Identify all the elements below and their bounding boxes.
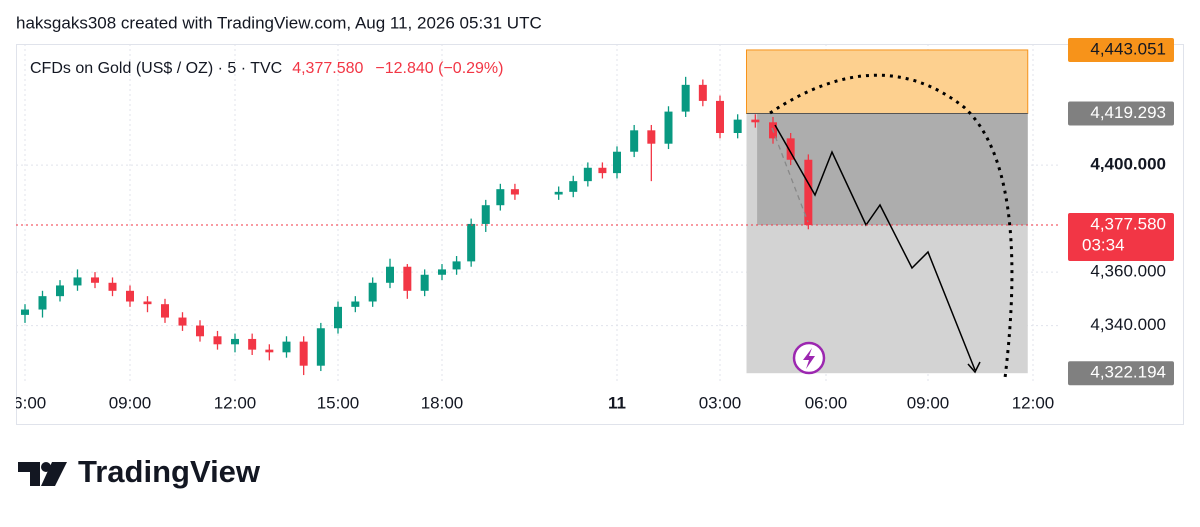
price-tag-label: 4,419.293 (1090, 103, 1166, 122)
candle-body (452, 261, 461, 270)
x-tick-label: 09:00 (109, 393, 152, 412)
drawings (769, 73, 1014, 379)
candle-body (91, 277, 99, 283)
candle-body (716, 100, 724, 133)
candle-body (248, 338, 257, 350)
x-tick-label: 15:00 (317, 393, 360, 412)
candle-body (664, 111, 673, 144)
candle-body (231, 338, 239, 345)
x-tick-label: 12:00 (214, 393, 257, 412)
candle-body (299, 341, 308, 366)
candle-body (698, 84, 707, 101)
logo-part (41, 462, 51, 472)
candle-body (496, 189, 505, 206)
candle-body (265, 349, 274, 353)
x-tick-label: 09:00 (907, 393, 950, 412)
legend: CFDs on Gold (US$ / OZ) · 5 · TVC 4,377.… (30, 60, 503, 77)
candle-body (804, 159, 813, 226)
x-axis: 06:00 09:00 12:00 15:00 18:00 11 03:00 06:00 09:… (4, 393, 1055, 412)
price-tag (1068, 213, 1174, 262)
logo-part (18, 462, 40, 486)
x-tick-label: 06:00 (4, 393, 47, 412)
candle-body (630, 130, 639, 152)
price-tag (1068, 101, 1174, 126)
y-tick-label: 4,400.000 (1090, 155, 1166, 174)
projection-path (774, 124, 976, 371)
candle-body (213, 336, 222, 345)
footer: TradingView (18, 454, 261, 489)
candle-body (733, 119, 742, 133)
candle-body (351, 301, 360, 307)
x-tick-label: 11 (608, 393, 626, 412)
candle-body (420, 274, 429, 291)
candle-body (178, 317, 187, 326)
x-tick-label: 03:00 (699, 393, 742, 412)
legend-change: −12.840 (−0.29%) (375, 60, 503, 77)
price-tag-label: 4,377.580 (1090, 215, 1166, 234)
candle-body (368, 282, 377, 302)
candle-body (126, 290, 134, 302)
candle-body (334, 306, 342, 329)
candle-body (583, 167, 592, 182)
candle-body (554, 191, 563, 195)
candle-body (403, 266, 412, 291)
logo-part (41, 462, 67, 486)
x-tick-label: 12:00 (1012, 393, 1055, 412)
candle-body (598, 167, 607, 174)
candle-body (73, 277, 82, 286)
brand: TradingView (78, 454, 261, 489)
candle-body (751, 119, 760, 123)
target-zone (746, 49, 1029, 114)
legend-price: 4,377.580 (292, 60, 363, 77)
candle-body (143, 301, 152, 305)
countdown: 03:34 (1082, 236, 1125, 255)
x-tick-label: 06:00 (805, 393, 848, 412)
candle-body (56, 285, 64, 297)
candle-body (569, 181, 578, 192)
candle-body (21, 309, 29, 315)
candle-body (786, 138, 795, 160)
price-tag-label: 4,322.194 (1090, 363, 1166, 382)
candle-body (38, 296, 47, 310)
y-tick-label: 4,360.000 (1090, 262, 1166, 281)
price-tag-label: 4,443.051 (1090, 39, 1166, 58)
frame (16, 44, 1184, 425)
candle-body (196, 325, 204, 337)
y-tick-label: 4,340.000 (1090, 315, 1166, 334)
header: haksgaks308 created with TradingView.com… (16, 13, 542, 32)
x-tick-label: 18:00 (421, 393, 464, 412)
candle-body (510, 189, 519, 195)
dashed-path (771, 127, 809, 223)
candle-body (613, 151, 621, 174)
candle-body (647, 130, 656, 144)
candle-body (481, 205, 490, 224)
price-tag (1068, 37, 1174, 62)
candle-body (282, 341, 291, 353)
candle-body (108, 282, 117, 291)
candle-body (316, 328, 325, 366)
candle-body (467, 223, 476, 262)
price-tag (1068, 361, 1174, 386)
candle-body (161, 304, 169, 318)
candle-body (681, 84, 690, 112)
candle-body (438, 269, 446, 275)
arrow-head (967, 361, 981, 374)
open-pnl-zone (757, 113, 1028, 226)
candle-body (386, 266, 394, 283)
bolt (803, 348, 815, 369)
legend-symbol: CFDs on Gold (US$ / OZ) · 5 · TVC (30, 60, 282, 77)
